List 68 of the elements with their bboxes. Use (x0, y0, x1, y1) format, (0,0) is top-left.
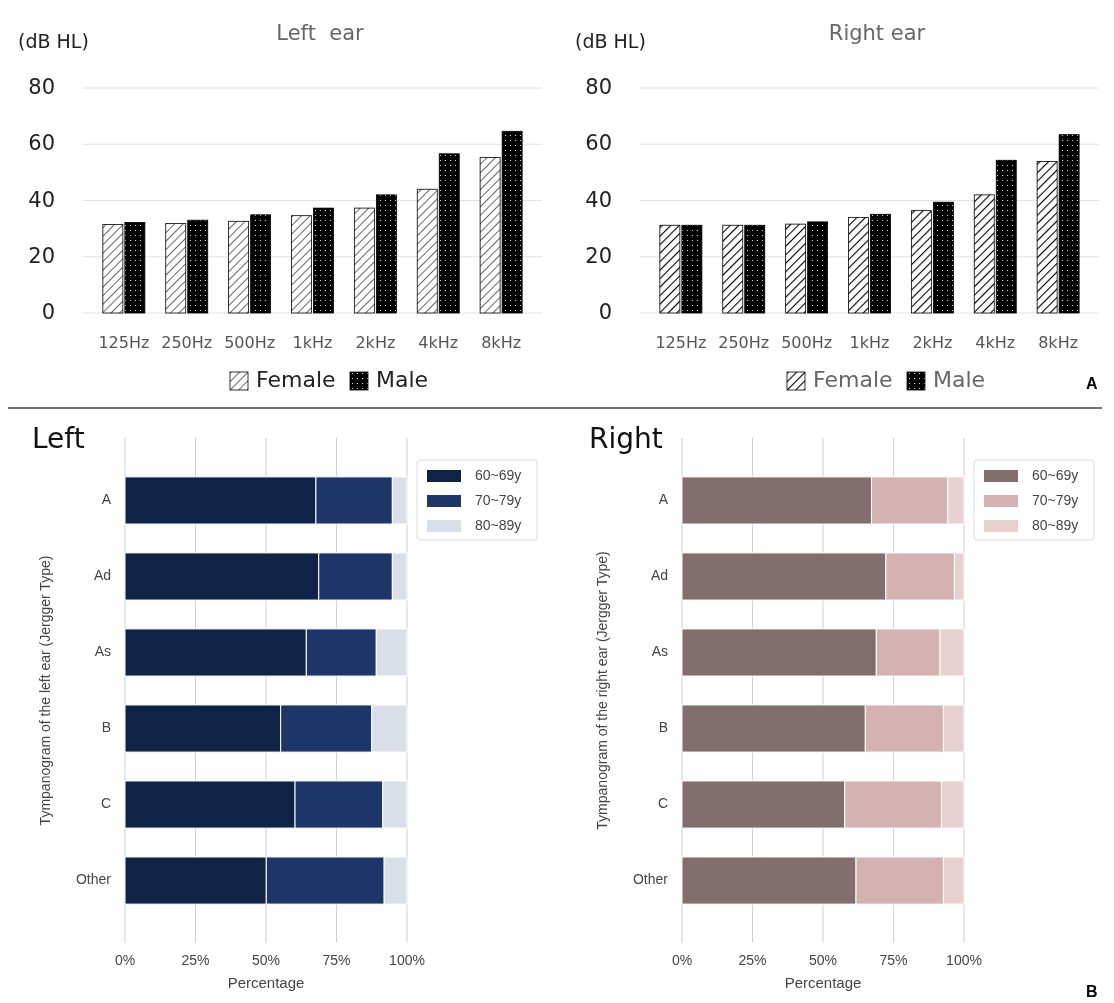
y-tick-label: 40 (585, 187, 612, 212)
y-tick-label: B (101, 719, 111, 736)
x-tick-label: 1kHz (849, 333, 890, 352)
y-tick-label: A (658, 491, 669, 508)
x-tick-label: 125Hz (655, 333, 707, 352)
y-tick-label: 0 (598, 300, 612, 324)
y-tick-label: Other (632, 871, 669, 888)
legend-label: 70~79y (1032, 491, 1079, 508)
x-tick-label: 25% (181, 952, 210, 968)
y-tick-label: A (101, 491, 112, 508)
chart-title: Left (32, 422, 85, 455)
x-tick-label: 50% (251, 952, 281, 968)
legend-label: Female (813, 367, 893, 392)
y-tick-label: Ad (650, 567, 668, 584)
x-tick-label: 4kHz (975, 333, 1016, 352)
chart-title: Right (589, 422, 663, 455)
x-tick-label: 0% (114, 952, 136, 968)
x-tick-label: 250Hz (718, 333, 770, 352)
y-axis-title: Tympanogram of the left ear (Jergger Type) (37, 555, 53, 826)
x-tick-label: 75% (322, 952, 351, 968)
x-tick-label: 8kHz (481, 333, 522, 352)
y-tick-label: 80 (28, 75, 55, 99)
chart-title: Right ear (828, 21, 926, 45)
y-tick-label: 60 (585, 131, 612, 156)
x-tick-label: 25% (738, 952, 767, 968)
y-tick-label: Ad (93, 567, 111, 584)
y-tick-label: 20 (28, 243, 55, 268)
x-tick-label: 100% (946, 952, 982, 968)
y-tick-label: B (658, 719, 668, 736)
y-tick-label: 60 (28, 131, 55, 156)
x-tick-label: 75% (879, 952, 908, 968)
x-tick-label: 250Hz (161, 333, 213, 352)
y-axis-title: (dB HL) (575, 30, 646, 52)
x-tick-label: 2kHz (355, 333, 396, 352)
y-axis-title: Tympanogram of the right ear (Jergger Type) (594, 551, 610, 830)
y-tick-label: C (657, 795, 668, 812)
y-tick-label: 20 (585, 243, 612, 268)
y-tick-label: As (94, 643, 111, 660)
y-axis-title: (dB HL) (18, 30, 89, 52)
legend-label: 80~89y (475, 516, 522, 533)
legend-label: 70~79y (475, 491, 522, 508)
legend-label: Female (256, 367, 336, 392)
x-tick-label: 50% (808, 952, 838, 968)
x-tick-label: 125Hz (98, 333, 150, 352)
y-tick-label: 40 (28, 187, 55, 212)
x-tick-label: 500Hz (224, 333, 276, 352)
legend-label: 60~69y (1032, 466, 1079, 483)
y-tick-label: As (651, 643, 668, 660)
y-tick-label: 80 (585, 75, 612, 99)
x-axis-title: Percentage (227, 974, 305, 991)
legend-label: 60~69y (475, 466, 522, 483)
legend-label: Male (933, 367, 986, 392)
x-tick-label: 100% (389, 952, 425, 968)
x-axis-title: Percentage (784, 974, 862, 991)
legend-label: Male (376, 367, 429, 392)
x-tick-label: 8kHz (1038, 333, 1079, 352)
x-tick-label: 4kHz (418, 333, 459, 352)
text: B (1086, 983, 1098, 1000)
y-tick-label: 0 (41, 300, 55, 324)
x-tick-label: 2kHz (912, 333, 953, 352)
legend-label: 80~89y (1032, 516, 1079, 533)
y-tick-label: Other (75, 871, 112, 888)
y-tick-label: C (100, 795, 111, 812)
text: A (1086, 375, 1098, 392)
chart-title: Left ear (276, 21, 365, 45)
x-tick-label: 1kHz (292, 333, 333, 352)
x-tick-label: 0% (671, 952, 693, 968)
x-tick-label: 500Hz (781, 333, 833, 352)
